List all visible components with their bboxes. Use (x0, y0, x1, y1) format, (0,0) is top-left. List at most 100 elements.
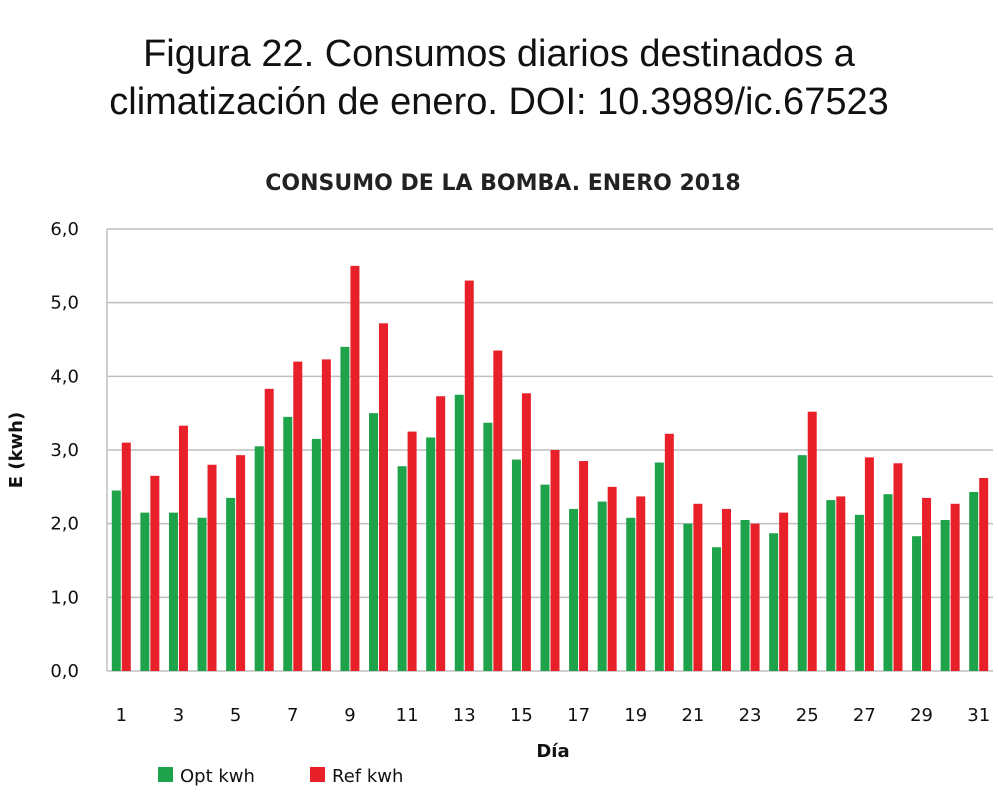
bar-ref (150, 475, 160, 671)
bar-ref (379, 323, 389, 671)
x-tick-label: 23 (739, 705, 762, 726)
x-tick-label: 29 (910, 705, 933, 726)
bar-opt (883, 494, 893, 671)
x-tick-label: 3 (173, 705, 184, 726)
bar-ref (721, 508, 731, 671)
bar-opt (369, 413, 379, 671)
bar-opt (340, 346, 350, 671)
bar-opt (654, 462, 664, 671)
bar-opt (254, 446, 264, 671)
x-tick-label: 5 (230, 705, 241, 726)
x-tick-label: 19 (624, 705, 647, 726)
x-tick-label: 7 (287, 705, 298, 726)
bar-opt (597, 501, 607, 671)
bar-opt (226, 497, 236, 671)
bar-ref (407, 431, 417, 671)
y-tick-label: 5,0 (50, 293, 79, 314)
bar-ref (207, 464, 217, 671)
bar-ref (664, 433, 674, 671)
bar-opt (197, 517, 207, 671)
bar-opt (483, 422, 493, 671)
bar-ref (864, 457, 874, 671)
bar-opt (854, 514, 864, 671)
bar-opt (569, 508, 579, 671)
x-tick-label: 1 (116, 705, 127, 726)
x-tick-label: 25 (796, 705, 819, 726)
bar-opt (740, 519, 750, 671)
bars (111, 265, 989, 671)
y-tick-label: 3,0 (50, 440, 79, 461)
legend-label-ref: Ref kwh (332, 766, 403, 787)
x-tick-labels: 1 3 5 7 9 11 13 15 17 19 21 23 25 27 29 31 (116, 705, 991, 726)
legend: Opt kwh Ref kwh (158, 766, 403, 787)
bar-ref (979, 477, 989, 671)
bar-ref (579, 461, 589, 671)
bar-ref (121, 442, 131, 671)
x-axis-label: Día (536, 741, 569, 762)
y-tick-label: 1,0 (50, 587, 79, 608)
bar-ref (807, 411, 817, 671)
bar-opt (626, 517, 636, 671)
bar-opt (969, 491, 979, 671)
bar-ref (464, 280, 474, 671)
bar-ref (493, 350, 503, 671)
bar-opt (797, 455, 807, 671)
bar-ref (636, 496, 646, 671)
bar-ref (893, 463, 903, 671)
bar-ref (264, 388, 274, 671)
bar-ref (693, 503, 703, 671)
bar-opt (283, 416, 293, 671)
bar-ref (922, 497, 932, 671)
bar-ref (350, 265, 360, 671)
chart-title: CONSUMO DE LA BOMBA. ENERO 2018 (265, 171, 740, 196)
x-tick-label: 31 (967, 705, 990, 726)
bar-opt (111, 490, 121, 671)
bar-opt (311, 438, 321, 671)
bar-opt (940, 519, 950, 671)
bar-ref (750, 523, 760, 671)
bar-ref (550, 450, 560, 671)
figure-caption: Figura 22. Consumos diarios destinados a… (0, 30, 998, 126)
bar-opt (426, 437, 436, 671)
bar-ref (293, 361, 303, 671)
bar-ref (950, 503, 960, 671)
bar-ref (436, 396, 446, 671)
y-tick-label: 4,0 (50, 366, 79, 387)
y-tick-labels: 0,0 1,0 2,0 3,0 4,0 5,0 6,0 (50, 219, 79, 682)
x-tick-label: 27 (853, 705, 876, 726)
y-tick-label: 6,0 (50, 219, 79, 240)
y-axis-label: E (kwh) (6, 412, 27, 488)
bar-opt (168, 512, 178, 671)
x-tick-label: 21 (681, 705, 704, 726)
bar-ref (236, 455, 246, 671)
x-tick-label: 15 (510, 705, 533, 726)
x-tick-label: 9 (344, 705, 355, 726)
bar-ref (779, 512, 789, 671)
x-tick-label: 11 (396, 705, 419, 726)
bar-opt (683, 523, 693, 671)
y-tick-label: 2,0 (50, 514, 79, 535)
bar-opt (826, 500, 836, 671)
bar-opt (540, 484, 550, 671)
x-tick-label: 17 (567, 705, 590, 726)
gridlines (106, 228, 993, 672)
bar-opt (511, 459, 521, 671)
bar-opt (454, 394, 464, 671)
bar-opt (711, 547, 721, 671)
caption-line-2: climatización de enero. DOI: 10.3989/ic.… (109, 81, 889, 123)
bar-ref (836, 496, 846, 671)
bar-opt (397, 466, 407, 671)
x-tick-label: 13 (453, 705, 476, 726)
bar-ref (321, 359, 331, 671)
bar-ref (521, 393, 531, 671)
bar-opt (140, 512, 150, 671)
legend-swatch-opt (158, 767, 173, 782)
legend-swatch-ref (310, 767, 325, 782)
y-tick-label: 0,0 (50, 661, 79, 682)
bar-opt (912, 536, 922, 671)
caption-line-1: Figura 22. Consumos diarios destinados a (143, 33, 855, 75)
bar-ref (178, 425, 188, 671)
bar-ref (607, 486, 617, 671)
bar-opt (769, 533, 779, 671)
legend-label-opt: Opt kwh (180, 766, 255, 787)
